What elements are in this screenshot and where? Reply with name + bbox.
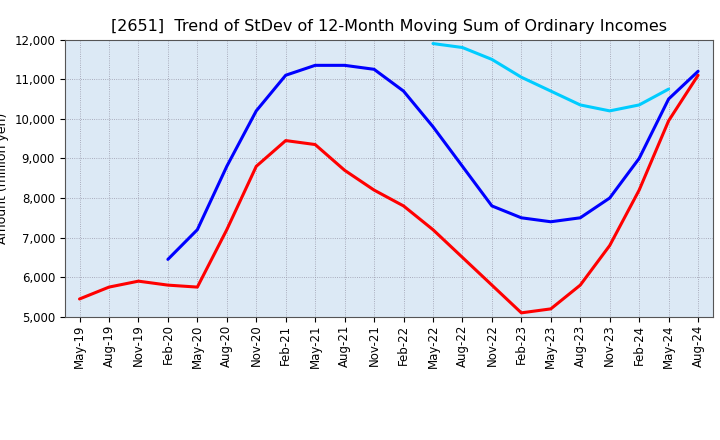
3 Years [606,243,614,248]
5 Years [222,164,231,169]
3 Years [635,187,644,193]
5 Years [370,66,379,72]
7 Years [546,88,555,94]
7 Years [606,108,614,114]
5 Years [399,88,408,94]
5 Years [635,156,644,161]
3 Years [282,138,290,143]
5 Years [341,62,349,68]
Line: 7 Years: 7 Years [433,44,669,111]
5 Years [252,108,261,114]
5 Years [694,69,703,74]
3 Years [576,282,585,288]
3 Years [341,168,349,173]
5 Years [163,257,172,262]
3 Years [546,306,555,312]
7 Years [458,45,467,50]
5 Years [311,62,320,68]
3 Years [163,282,172,288]
5 Years [487,203,496,209]
3 Years [104,284,113,290]
Line: 3 Years: 3 Years [79,75,698,313]
5 Years [546,219,555,224]
3 Years [428,227,437,232]
3 Years [134,279,143,284]
5 Years [665,96,673,102]
3 Years [487,282,496,288]
7 Years [635,102,644,107]
3 Years [665,118,673,123]
Line: 5 Years: 5 Years [168,65,698,259]
7 Years [517,74,526,80]
5 Years [193,227,202,232]
3 Years [75,297,84,302]
3 Years [222,227,231,232]
Y-axis label: Amount (million yen): Amount (million yen) [0,113,9,244]
3 Years [399,203,408,209]
7 Years [428,41,437,46]
5 Years [517,215,526,220]
3 Years [252,164,261,169]
5 Years [282,73,290,78]
7 Years [576,102,585,107]
3 Years [517,310,526,315]
Title: [2651]  Trend of StDev of 12-Month Moving Sum of Ordinary Incomes: [2651] Trend of StDev of 12-Month Moving… [111,19,667,34]
3 Years [193,284,202,290]
3 Years [458,255,467,260]
5 Years [458,164,467,169]
5 Years [428,124,437,129]
3 Years [694,73,703,78]
5 Years [576,215,585,220]
3 Years [370,187,379,193]
7 Years [487,57,496,62]
7 Years [665,86,673,92]
5 Years [606,195,614,201]
3 Years [311,142,320,147]
